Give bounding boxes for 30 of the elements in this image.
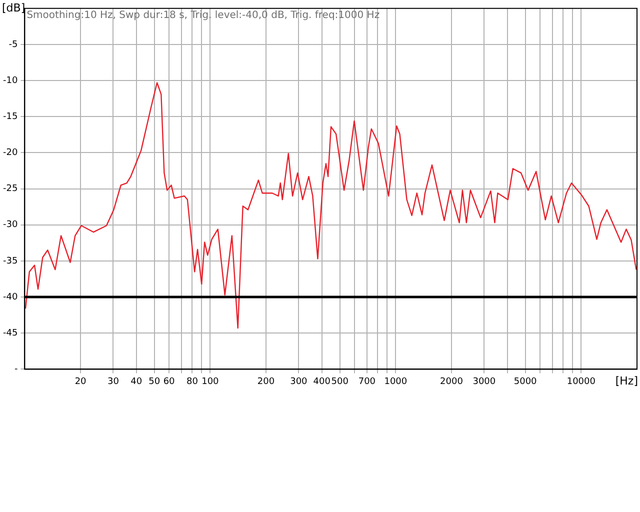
x-tick-label: 100 — [202, 376, 220, 387]
x-tick-label: 5000 — [514, 376, 538, 387]
x-tick-label: 3000 — [472, 376, 496, 387]
y-tick-label: -20 — [2, 148, 18, 158]
y-tick-label: -10 — [2, 76, 18, 86]
x-tick-label: 700 — [358, 376, 376, 387]
y-tick-label: -45 — [2, 328, 18, 338]
y-tick-label: -30 — [2, 220, 18, 230]
y-tick-label: - — [14, 364, 18, 375]
x-tick-label: 500 — [331, 376, 349, 387]
chart-title: Smoothing:10 Hz, Swp dur:18 s, Trig. level:-40,0 dB, Trig. freq:1000 Hz — [26, 10, 380, 21]
y-tick-label: -35 — [2, 256, 18, 266]
x-tick-label: 60 — [163, 376, 176, 387]
y-tick-label: -5 — [8, 40, 18, 50]
y-tick-label: -40 — [2, 292, 18, 302]
x-tick-label: 20 — [74, 376, 87, 387]
x-axis-title: [Hz] — [615, 374, 638, 388]
x-tick-label: 300 — [290, 376, 308, 387]
y-tick-label: -15 — [2, 112, 18, 122]
x-tick-label: 400 — [313, 376, 331, 387]
x-tick-label: 80 — [186, 376, 198, 387]
x-tick-label: 2000 — [440, 376, 464, 387]
x-tick-label: 50 — [148, 376, 160, 387]
x-tick-label: 30 — [107, 376, 120, 387]
y-axis-title: [dB] — [2, 1, 26, 14]
x-tick-label: 1000 — [384, 376, 408, 387]
x-tick-label: 10000 — [566, 376, 596, 387]
x-tick-label: 200 — [257, 376, 275, 387]
y-tick-label: -25 — [2, 184, 18, 194]
x-tick-label: 40 — [130, 376, 142, 387]
